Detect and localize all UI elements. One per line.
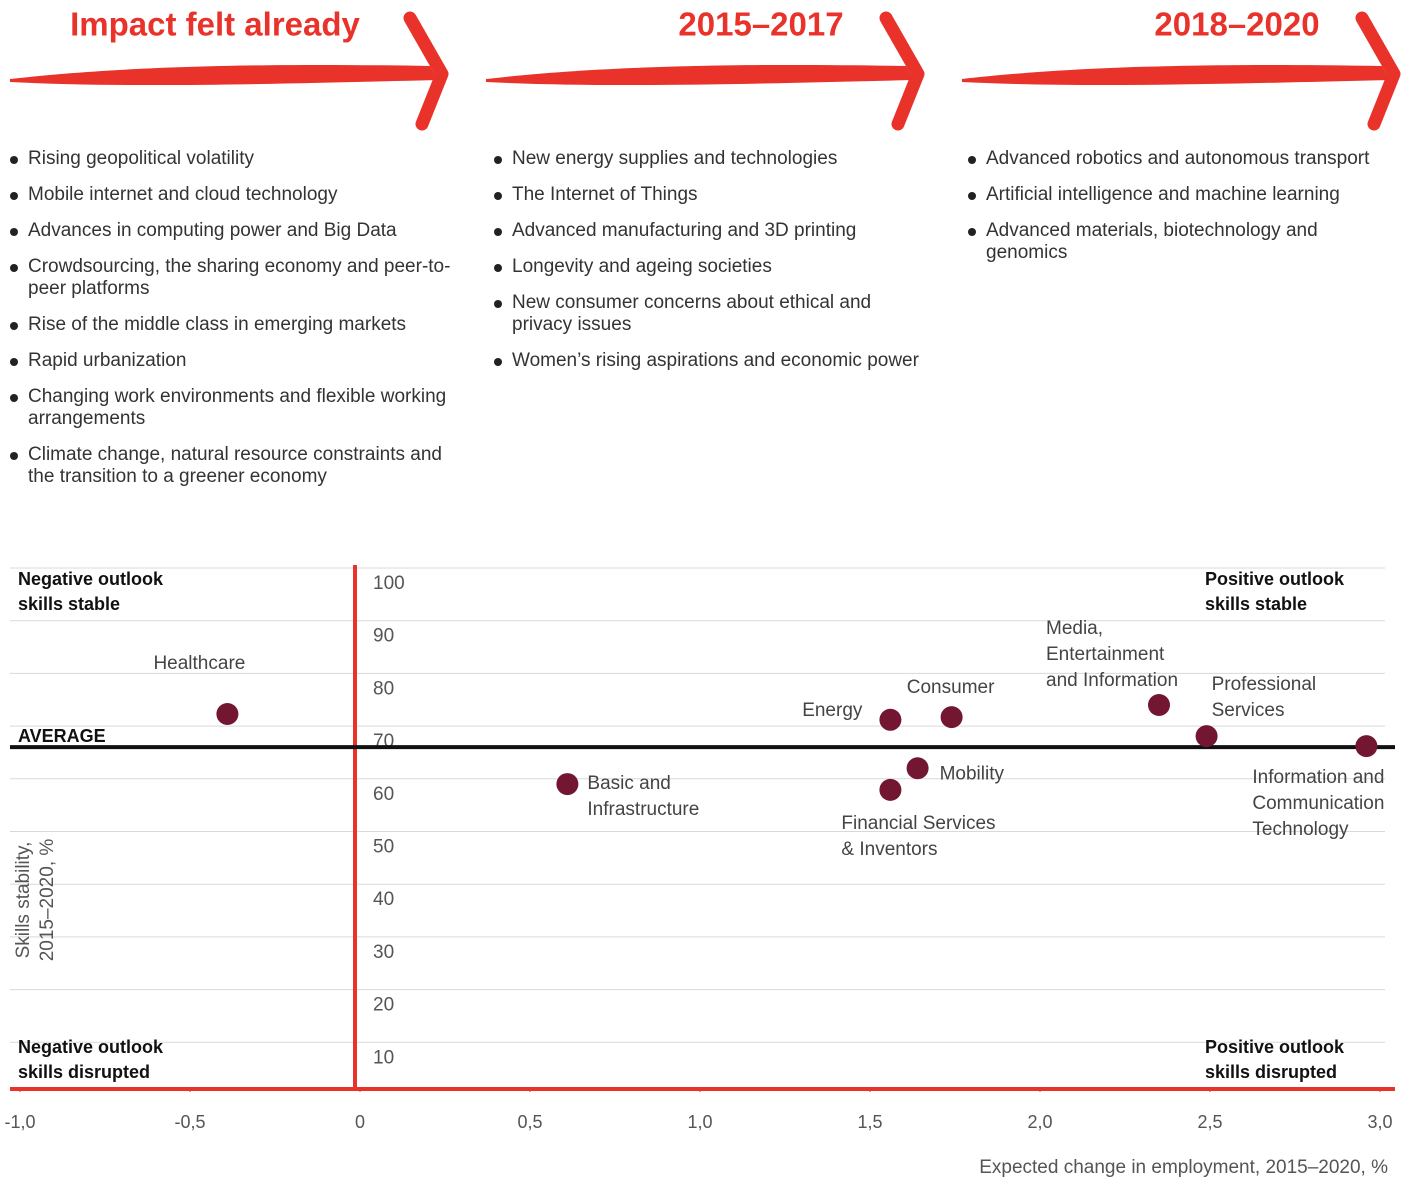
- y-tick-label: 60: [373, 784, 394, 805]
- driver-item: Women’s rising aspirations and economic …: [492, 350, 922, 372]
- driver-item: New energy supplies and technologies: [492, 148, 922, 170]
- quadrant-label: Negative outlook: [18, 1037, 164, 1057]
- x-tick-label: 0: [355, 1112, 365, 1132]
- x-tick-label: 3,0: [1367, 1112, 1392, 1132]
- x-tick-label: 1,0: [687, 1112, 712, 1132]
- data-point: [556, 773, 578, 795]
- arrow-stroke: [486, 65, 914, 85]
- x-axis-title: Expected change in employment, 2015–2020…: [979, 1157, 1388, 1178]
- data-point: [907, 757, 929, 779]
- y-axis-title: 2015–2020, %: [37, 839, 58, 962]
- point-label: Basic and: [587, 773, 670, 794]
- point-label: Infrastructure: [587, 799, 699, 820]
- point-label: and Information: [1046, 670, 1178, 691]
- driver-item: Advances in computing power and Big Data: [8, 220, 458, 242]
- driver-list: New energy supplies and technologies The …: [492, 148, 922, 386]
- driver-item: The Internet of Things: [492, 184, 922, 206]
- y-tick-label: 40: [373, 889, 394, 910]
- driver-item: Artificial intelligence and machine lear…: [966, 184, 1396, 206]
- arrow-stroke: [962, 65, 1390, 85]
- data-point: [941, 706, 963, 728]
- quadrant-label: skills disrupted: [18, 1062, 150, 1082]
- driver-list: Advanced robotics and autonomous transpo…: [966, 148, 1396, 278]
- x-tick-label: 0,5: [517, 1112, 542, 1132]
- x-tick-label: 1,5: [857, 1112, 882, 1132]
- column-title: 2018–2020: [1154, 6, 1319, 43]
- driver-item: Rapid urbanization: [8, 350, 458, 372]
- point-label: Consumer: [907, 677, 995, 698]
- data-point: [1355, 735, 1377, 757]
- y-tick-label: 10: [373, 1047, 394, 1068]
- driver-list: Rising geopolitical volatility Mobile int…: [8, 148, 458, 502]
- y-tick-label: 30: [373, 942, 394, 963]
- driver-item: Climate change, natural resource constra…: [8, 444, 458, 488]
- x-tick-label: 2,5: [1197, 1112, 1222, 1132]
- point-label: Energy: [802, 700, 863, 721]
- point-label: Healthcare: [153, 653, 245, 674]
- column-title: Impact felt already: [70, 6, 360, 43]
- quadrant-label: skills stable: [18, 594, 120, 614]
- point-label: Information and: [1252, 767, 1384, 788]
- data-point: [879, 779, 901, 801]
- point-label: Entertainment: [1046, 644, 1165, 665]
- y-tick-label: 20: [373, 995, 394, 1016]
- point-label: Professional: [1212, 674, 1317, 695]
- point-label: Services: [1212, 700, 1285, 721]
- page: Drivers of change and industry outlook {…: [0, 0, 1415, 1182]
- data-point: [879, 709, 901, 731]
- data-point: [1148, 694, 1170, 716]
- data-point: [1196, 725, 1218, 747]
- x-tick-label: 2,0: [1027, 1112, 1052, 1132]
- point-label: Communication: [1252, 793, 1384, 814]
- y-tick-label: 50: [373, 837, 394, 858]
- quadrant-label: Positive outlook: [1205, 569, 1345, 589]
- y-tick-label: 80: [373, 678, 394, 699]
- driver-item: Rise of the middle class in emerging mar…: [8, 314, 458, 336]
- driver-item: Mobile internet and cloud technology: [8, 184, 458, 206]
- y-tick-label: 90: [373, 626, 394, 647]
- quadrant-label: skills stable: [1205, 594, 1307, 614]
- driver-item: Longevity and ageing societies: [492, 256, 922, 278]
- y-tick-label: 100: [373, 573, 405, 594]
- driver-item: New consumer concerns about ethical and …: [492, 292, 922, 336]
- arrow-stroke: [10, 65, 438, 85]
- driver-item: Advanced materials, biotechnology and ge…: [966, 220, 1396, 264]
- quadrant-label: Positive outlook: [1205, 1037, 1345, 1057]
- driver-item: Changing work environments and flexible …: [8, 386, 458, 430]
- driver-item: Advanced robotics and autonomous transpo…: [966, 148, 1396, 170]
- column-title: 2015–2017: [678, 6, 843, 43]
- point-label: Technology: [1252, 819, 1349, 840]
- driver-item: Crowdsourcing, the sharing economy and p…: [8, 256, 458, 300]
- y-axis-title: Skills stability,: [13, 842, 34, 959]
- average-label: AVERAGE: [18, 726, 106, 746]
- x-tick-label: -1,0: [4, 1112, 35, 1132]
- x-tick-label: -0,5: [174, 1112, 205, 1132]
- point-label: Media,: [1046, 618, 1103, 639]
- data-point: [216, 703, 238, 725]
- page-body: Impact felt already 2015–2017 2018–2020 10 2…: [0, 0, 1415, 1182]
- driver-item: Rising geopolitical volatility: [8, 148, 458, 170]
- quadrant-label: skills disrupted: [1205, 1062, 1337, 1082]
- quadrant-label: Negative outlook: [18, 569, 164, 589]
- point-label: Financial Services: [841, 813, 995, 834]
- point-label: & Inventors: [841, 839, 937, 860]
- driver-item: Advanced manufacturing and 3D printing: [492, 220, 922, 242]
- point-label: Mobility: [940, 763, 1005, 784]
